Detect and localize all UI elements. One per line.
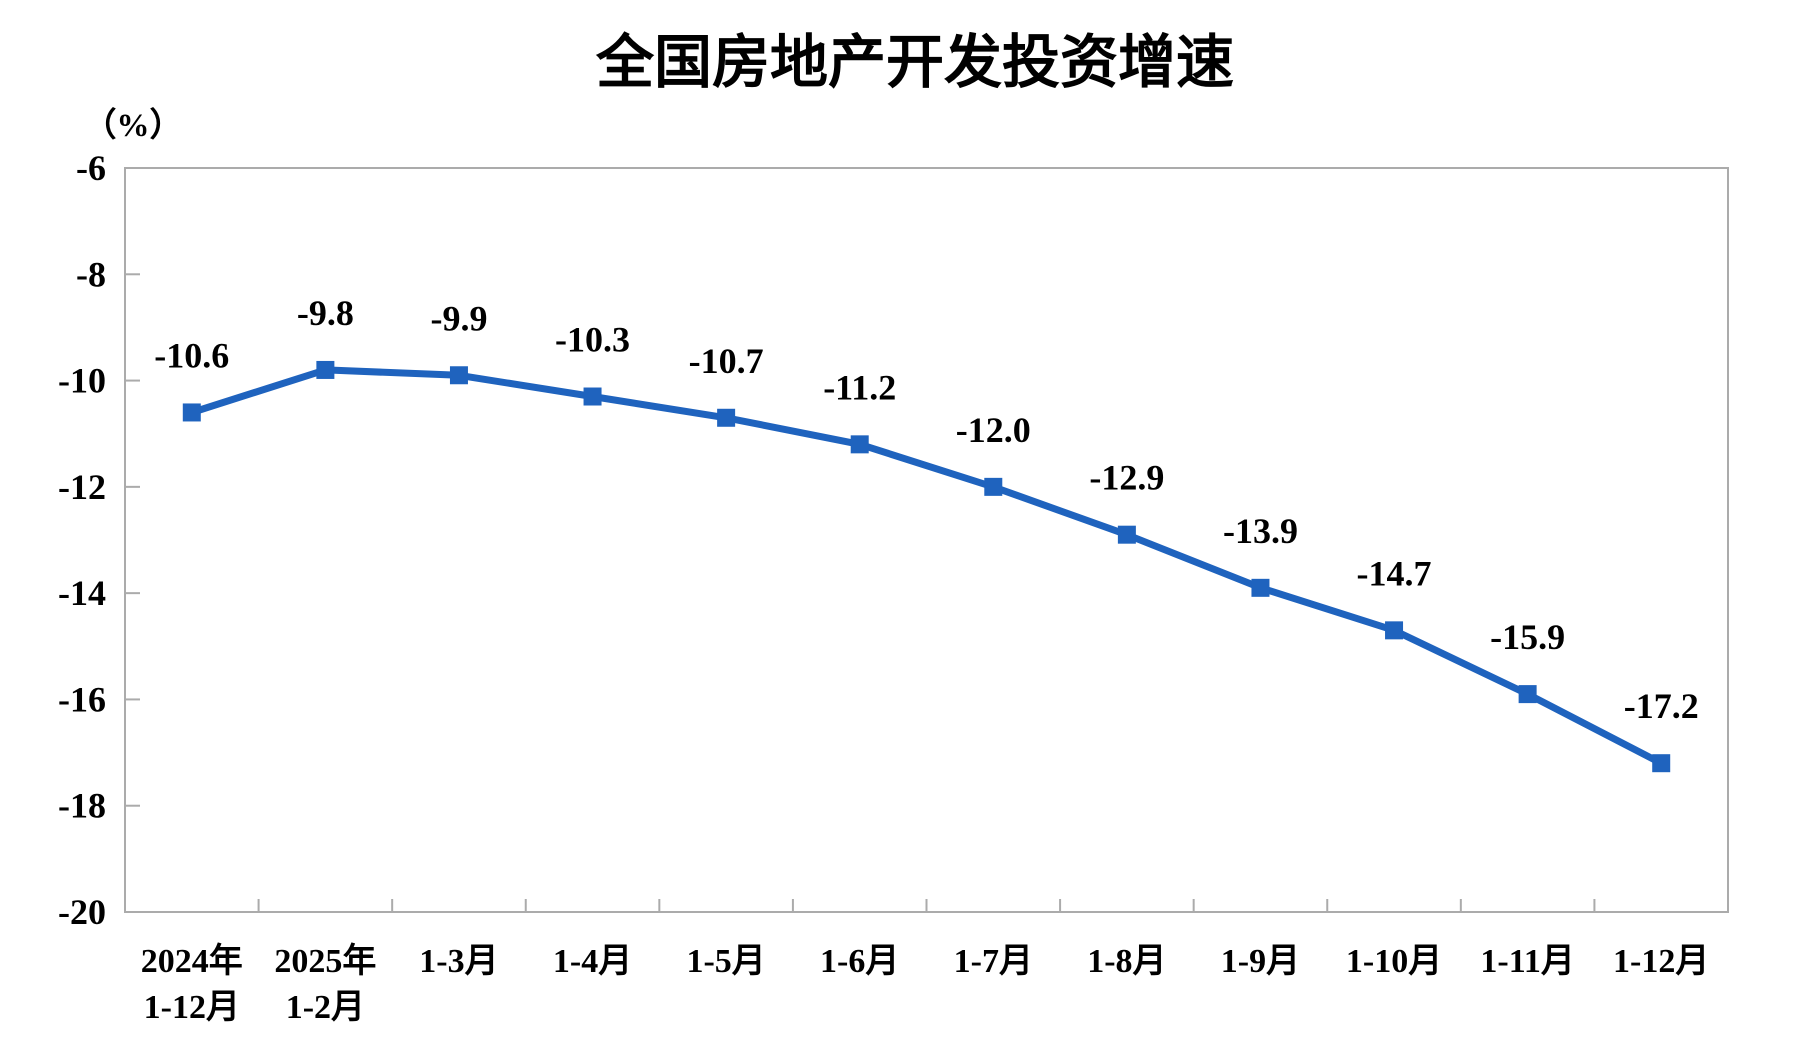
y-axis-tick-label: -18 — [58, 786, 106, 826]
data-point-label: -10.3 — [555, 320, 630, 360]
data-point-label: -11.2 — [823, 367, 896, 407]
data-point-marker — [316, 360, 335, 379]
x-axis-category-label: 1-7月 — [954, 943, 1033, 980]
data-point-label: -17.2 — [1624, 686, 1699, 726]
data-point-marker — [984, 477, 1003, 496]
data-point-marker — [1251, 578, 1270, 597]
data-point-label: -10.6 — [154, 335, 229, 375]
y-axis-ticks — [125, 273, 140, 807]
data-point-label: -15.9 — [1490, 617, 1565, 657]
y-axis-tick-label: -16 — [58, 679, 106, 719]
data-point-label: -12.9 — [1089, 458, 1164, 498]
data-point-label: -9.9 — [430, 298, 487, 338]
data-point-label: -14.7 — [1357, 553, 1432, 593]
x-axis-category-labels: 2024年 1-12月 2025年 1-2月 1-3月 1-4月 1-5月 1-6月 1-7月 1… — [141, 942, 1710, 1026]
x-axis-category-label: 1-4月 — [553, 943, 632, 980]
data-point-marker — [1518, 685, 1537, 704]
data-point-marker — [850, 435, 869, 454]
data-point-label: -12.0 — [956, 410, 1031, 450]
data-point-labels: -10.6 -9.8 -9.9 -10.3 -10.7 -11.2 -12.0 -12.9 -1… — [154, 293, 1698, 726]
y-axis-tick-label: -20 — [58, 892, 106, 932]
x-axis-category-label: 1-12月 — [1613, 943, 1709, 980]
y-axis-tick-labels: -6 -8 -10 -12 -14 -16 -18 -20 — [58, 148, 106, 932]
x-axis-category-label: 1-6月 — [820, 943, 899, 980]
data-point-label: -13.9 — [1223, 511, 1298, 551]
data-point-marker — [1652, 754, 1671, 773]
data-point-marker — [1385, 621, 1404, 640]
y-axis-tick-label: -8 — [76, 254, 106, 294]
x-axis-category-label: 1-3月 — [419, 943, 498, 980]
plot-area-border — [124, 167, 1729, 913]
x-axis-category-label: 2025年 — [274, 942, 376, 980]
data-point-marker — [717, 408, 736, 427]
x-axis-category-label: 2024年 — [141, 942, 243, 980]
x-axis-category-label: 1-10月 — [1346, 943, 1442, 980]
y-axis-tick-label: -14 — [58, 573, 106, 613]
data-point-marker — [182, 403, 201, 422]
data-point-label: -10.7 — [689, 341, 764, 381]
data-point-marker — [583, 387, 602, 406]
x-axis-category-label: 1-9月 — [1221, 943, 1300, 980]
y-axis-tick-label: -6 — [76, 148, 106, 188]
data-point-marker — [1117, 525, 1136, 544]
x-axis-category-label: 1-8月 — [1087, 943, 1166, 980]
y-axis-unit-label: （%） — [84, 107, 183, 144]
x-axis-category-label: 1-11月 — [1480, 943, 1574, 980]
series-line — [188, 366, 1665, 767]
data-point-marker — [449, 366, 468, 385]
y-axis-tick-label: -10 — [58, 361, 106, 401]
chart-title: 全国房地产开发投资增速 — [595, 30, 1234, 95]
x-axis-category-label: 1-12月 — [144, 989, 240, 1026]
x-axis-category-label: 1-5月 — [686, 943, 765, 980]
data-series — [182, 360, 1671, 773]
y-axis-tick-label: -12 — [58, 467, 106, 507]
data-point-label: -9.8 — [297, 293, 354, 333]
x-axis-category-label: 1-2月 — [286, 989, 365, 1026]
x-axis-ticks — [257, 899, 1596, 912]
